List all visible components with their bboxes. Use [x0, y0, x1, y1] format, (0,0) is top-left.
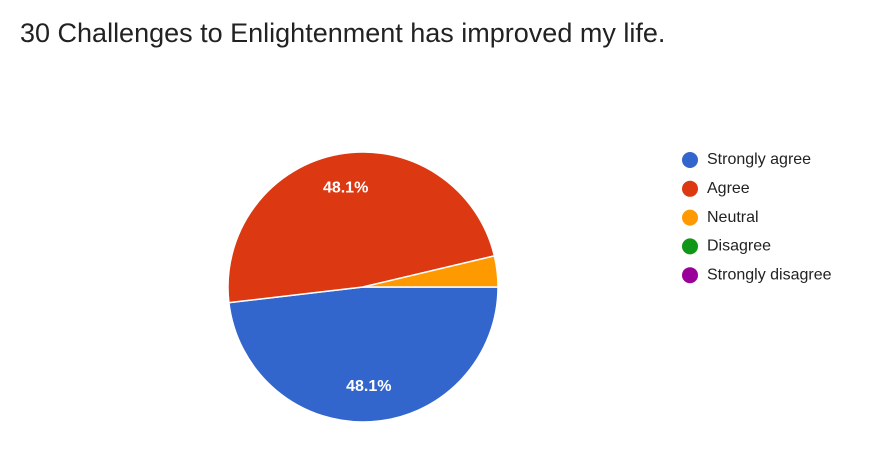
legend-marker	[682, 209, 698, 226]
legend-label: Strongly agree	[707, 151, 811, 168]
legend-marker	[682, 180, 698, 197]
chart-title: 30 Challenges to Enlightenment has impro…	[20, 18, 665, 48]
legend-marker	[682, 267, 698, 284]
data-label: 48.1%	[323, 180, 368, 197]
pie-slice	[227, 151, 496, 304]
data-label: 48.1%	[346, 378, 391, 395]
legend-label: Disagree	[707, 238, 771, 255]
legend-marker	[682, 152, 698, 168]
legend-label: Strongly disagree	[707, 266, 832, 283]
pie-slice	[228, 286, 499, 423]
legend-label: Neutral	[707, 209, 759, 226]
legend-label: Agree	[707, 180, 750, 197]
pie-slice	[362, 254, 499, 288]
legend-marker	[682, 238, 698, 255]
